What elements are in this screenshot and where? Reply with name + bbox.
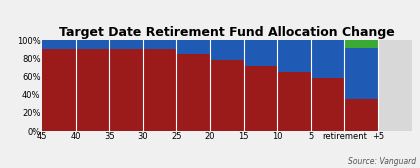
Title: Target Date Retirement Fund Allocation Change: Target Date Retirement Fund Allocation C… [59, 26, 395, 39]
Text: Source: Vanguard: Source: Vanguard [348, 157, 416, 166]
